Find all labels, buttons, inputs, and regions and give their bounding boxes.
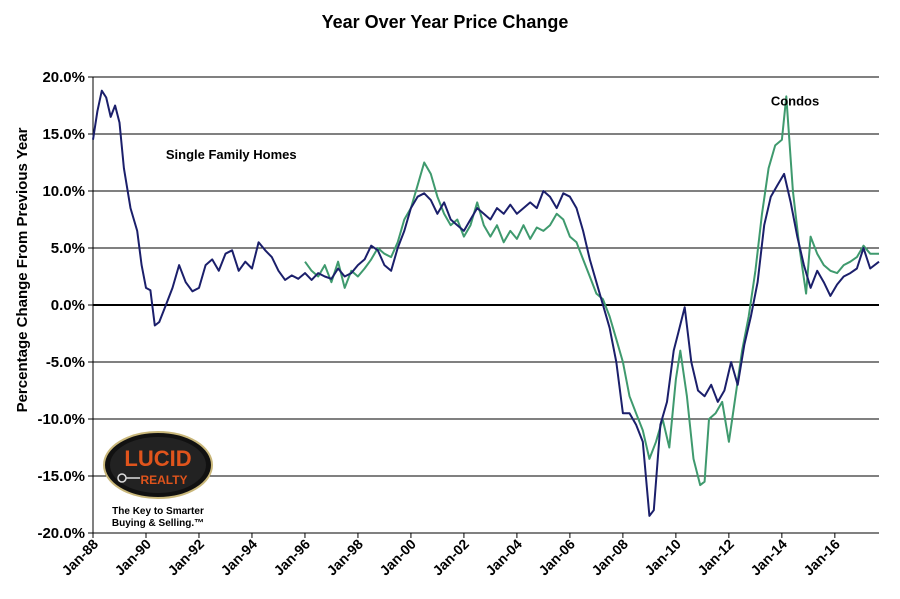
y-tick-label-2: 10.0% bbox=[42, 183, 85, 200]
x-tick-label-3: Jan-94 bbox=[217, 536, 260, 579]
series-line-1 bbox=[304, 95, 879, 487]
annotations: Single Family Homes Condos bbox=[166, 94, 819, 163]
key-icon bbox=[117, 473, 140, 483]
x-tick-label-2: Jan-92 bbox=[164, 536, 207, 579]
x-tick-label-4: Jan-96 bbox=[270, 536, 313, 579]
x-tick-label-8: Jan-04 bbox=[482, 536, 525, 579]
x-tick-label-1: Jan-90 bbox=[111, 536, 154, 579]
x-axis-ticks: Jan-88 Jan-90 Jan-92 Jan-94 Jan-96 Jan-98 Jan-… bbox=[58, 533, 843, 578]
x-tick-label-5: Jan-98 bbox=[323, 536, 366, 579]
series-line-0 bbox=[92, 89, 880, 517]
x-tick-label-10: Jan-08 bbox=[588, 536, 631, 579]
y-tick-label-6: -10.0% bbox=[37, 411, 85, 428]
chart-title: Year Over Year Price Change bbox=[322, 12, 569, 32]
x-tick-label-12: Jan-12 bbox=[694, 536, 737, 579]
x-tick-label-14: Jan-16 bbox=[800, 536, 843, 579]
x-tick-label-9: Jan-06 bbox=[535, 536, 578, 579]
annotation-0: Single Family Homes bbox=[166, 147, 297, 162]
x-tick-label-6: Jan-00 bbox=[376, 536, 419, 579]
y-tick-label-5: -5.0% bbox=[46, 354, 85, 371]
logo-brand-top: LUCID bbox=[124, 446, 191, 471]
x-tick-label-7: Jan-02 bbox=[429, 536, 472, 579]
x-tick-label-13: Jan-14 bbox=[747, 536, 790, 579]
x-tick-label-0: Jan-88 bbox=[58, 536, 101, 579]
y-tick-label-0: 20.0% bbox=[42, 69, 85, 86]
annotation-1: Condos bbox=[771, 94, 819, 109]
logo-tagline-line1: The Key to Smarter bbox=[112, 506, 204, 517]
x-tick-label-11: Jan-10 bbox=[641, 536, 684, 579]
logo-badge-inner bbox=[110, 437, 206, 493]
y-axis-label: Percentage Change From Previous Year bbox=[14, 127, 31, 412]
series-lines bbox=[92, 89, 880, 517]
logo-brand-bottom: REALTY bbox=[140, 473, 187, 487]
y-axis-ticks: 20.0% 15.0% 10.0% 5.0% 0.0% -5.0% -10.0% -15.0%… bbox=[37, 69, 93, 542]
y-tick-label-8: -20.0% bbox=[37, 525, 85, 542]
y-tick-label-7: -15.0% bbox=[37, 468, 85, 485]
gridlines bbox=[92, 76, 879, 534]
lucid-realty-logo: LUCID REALTY The Key to Smarter Buying &… bbox=[103, 431, 213, 529]
y-tick-label-1: 15.0% bbox=[42, 126, 85, 143]
y-tick-label-4: 0.0% bbox=[51, 297, 85, 314]
logo-tagline-line2: Buying & Selling.™ bbox=[112, 518, 204, 529]
y-tick-label-3: 5.0% bbox=[51, 240, 85, 257]
